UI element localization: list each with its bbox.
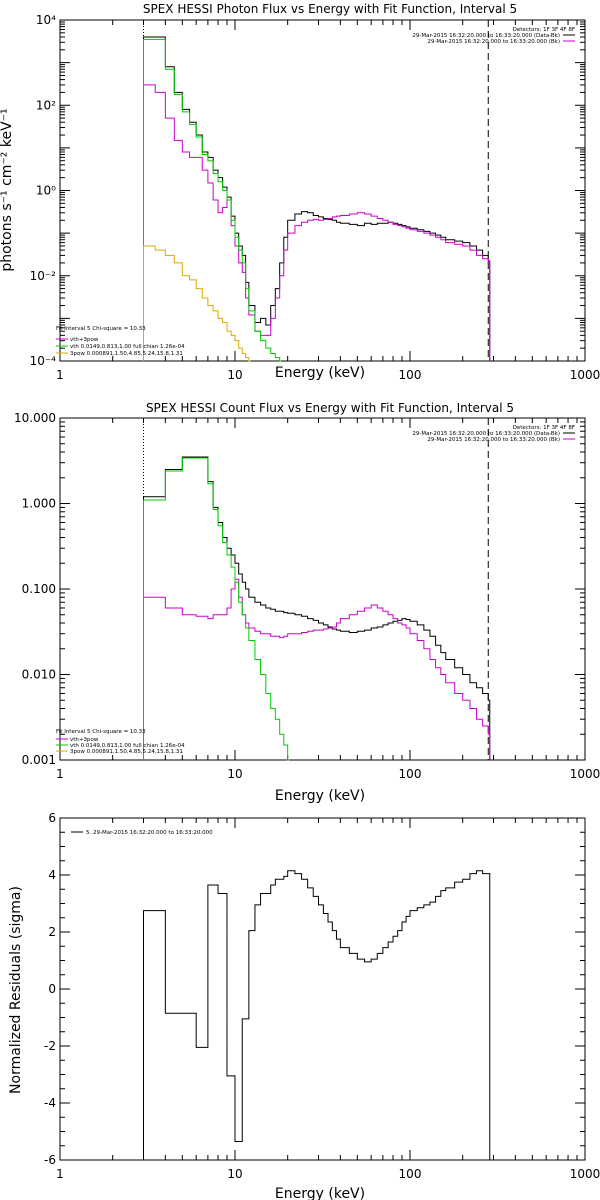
- residuals-y-tick-label: 4: [48, 868, 56, 882]
- photon-plot-frame: [59, 19, 586, 362]
- residuals-y-tick-label: 0: [48, 982, 56, 996]
- residuals-x-tick-label: 1000: [570, 1167, 600, 1181]
- photon-legend-bk: 29-Mar-2015 16:32:20.000 to 16:33:20.000…: [427, 39, 560, 45]
- photon-fit-total: vth+3pow: [70, 337, 99, 343]
- count-y-tick-label: 1.000: [22, 497, 56, 511]
- residuals-y-tick-label: -6: [44, 1153, 56, 1167]
- photon-fit-interval: Fit Interval 5 Chi-square = 10.33: [56, 326, 146, 332]
- photon-series: [143, 36, 491, 362]
- count-x-tick-label: 1: [56, 767, 64, 781]
- count-x-tick-label: 1000: [570, 767, 600, 781]
- count-x-tick-label: 10: [227, 767, 242, 781]
- photon-legend-detectors: Detectors: 1F 3F 4F 8F: [513, 27, 575, 33]
- residuals-x-tick-label: 1: [56, 1167, 64, 1181]
- residuals-x-axis-label: Energy (keV): [275, 1186, 365, 1200]
- residuals-series: [143, 870, 491, 1160]
- count-y-tick-label: 0.010: [22, 668, 56, 682]
- count-fit-vth: vth 0.0149,0.813,1.00 full chian 1.26e-0…: [70, 743, 185, 749]
- count-fit-total: vth+3pow: [70, 737, 99, 743]
- residuals-plot-frame: [59, 817, 586, 1161]
- residuals-legend: 5. 29-Mar-2015 16:32:20.000 to 16:33:20.…: [86, 830, 213, 836]
- count-series: [143, 456, 491, 761]
- residuals-y-tick-label: 6: [48, 811, 56, 825]
- count-fit-3pow: 3pow 0.000891,1.50,4.85,5.24,15.8,1.31: [70, 749, 183, 755]
- count-plot-frame: [59, 417, 586, 761]
- photon-y-axis-label: photons s⁻¹ cm⁻² keV⁻¹: [0, 108, 15, 271]
- count-series-vth: [143, 457, 290, 761]
- photon-y-tick-label: 10⁴: [36, 13, 56, 27]
- residuals-x-tick-label: 100: [399, 1167, 422, 1181]
- count-y-tick-label: 10.000: [14, 411, 56, 425]
- count-y-tick-label: 0.100: [22, 582, 56, 596]
- photon-chart-title: SPEX HESSI Photon Flux vs Energy with Fi…: [143, 2, 517, 16]
- photon-series-vth: [143, 38, 282, 362]
- count-axis-ticks: 1 10 100 1000 0.001 0.010 0.100 1.000 10.000: [14, 411, 600, 781]
- photon-x-axis-label: Energy (keV): [275, 365, 365, 381]
- count-series-vth-3pow: [143, 578, 491, 760]
- photon-flux-panel: SPEX HESSI Photon Flux vs Energy with Fi…: [0, 2, 600, 382]
- residuals-y-tick-label: -2: [44, 1039, 56, 1053]
- photon-series-vth-3pow: [143, 84, 491, 361]
- residuals-series-residuals: [143, 870, 491, 1160]
- count-fit-interval: Fit Interval 5 Chi-square = 10.33: [56, 729, 146, 735]
- photon-legend-data: 29-Mar-2015 16:32:20.000 to 16:33:20.000…: [412, 33, 560, 39]
- photon-y-tick-label: 10²: [36, 98, 56, 112]
- photon-x-tick-label: 1: [56, 368, 64, 382]
- photon-y-tick-label: 10⁻²: [30, 269, 57, 283]
- count-x-axis-label: Energy (keV): [275, 788, 365, 804]
- count-legend-detectors: Detectors: 1F 3F 4F 8F: [513, 425, 575, 431]
- photon-y-tick-label: 10⁻⁴: [30, 354, 57, 368]
- photon-x-tick-label: 100: [399, 368, 422, 382]
- photon-fit-vth: vth 0.0149,0.813,1.00 full chian 1.26e-0…: [70, 344, 185, 350]
- photon-y-tick-label: 10⁰: [36, 184, 56, 198]
- count-y-tick-label: 0.001: [22, 753, 56, 767]
- residuals-panel: 1 10 100 1000 -6 -4 -2 0 2 4 6 Energy (keV) Normal…: [8, 811, 600, 1200]
- photon-fit-3pow: 3pow 0.000891,1.50,4.85,5.24,15.8,1.31: [70, 351, 183, 357]
- photon-axis-ticks: 1 10 100 1000 10⁻⁴ 10⁻² 10⁰ 10² 10⁴: [30, 13, 600, 382]
- residuals-y-axis-label: Normalized Residuals (sigma): [8, 886, 24, 1094]
- photon-x-tick-label: 1000: [570, 368, 600, 382]
- count-flux-panel: SPEX HESSI Count Flux vs Energy with Fit…: [14, 401, 600, 804]
- count-legend-bk: 29-Mar-2015 16:32:20.000 to 16:33:20.000…: [427, 437, 560, 443]
- count-x-tick-label: 100: [399, 767, 422, 781]
- residuals-y-tick-label: -4: [44, 1096, 56, 1110]
- residuals-axis-ticks: 1 10 100 1000 -6 -4 -2 0 2 4 6: [44, 811, 600, 1181]
- photon-series-3pow: [143, 245, 251, 362]
- photon-series-data-bk: [143, 36, 491, 361]
- residuals-x-tick-label: 10: [227, 1167, 242, 1181]
- residuals-y-tick-label: 2: [48, 925, 56, 939]
- count-series-data-bk: [143, 456, 491, 760]
- count-chart-title: SPEX HESSI Count Flux vs Energy with Fit…: [146, 401, 514, 415]
- count-legend-data: 29-Mar-2015 16:32:20.000 to 16:33:20.000…: [412, 431, 560, 437]
- photon-x-tick-label: 10: [227, 368, 242, 382]
